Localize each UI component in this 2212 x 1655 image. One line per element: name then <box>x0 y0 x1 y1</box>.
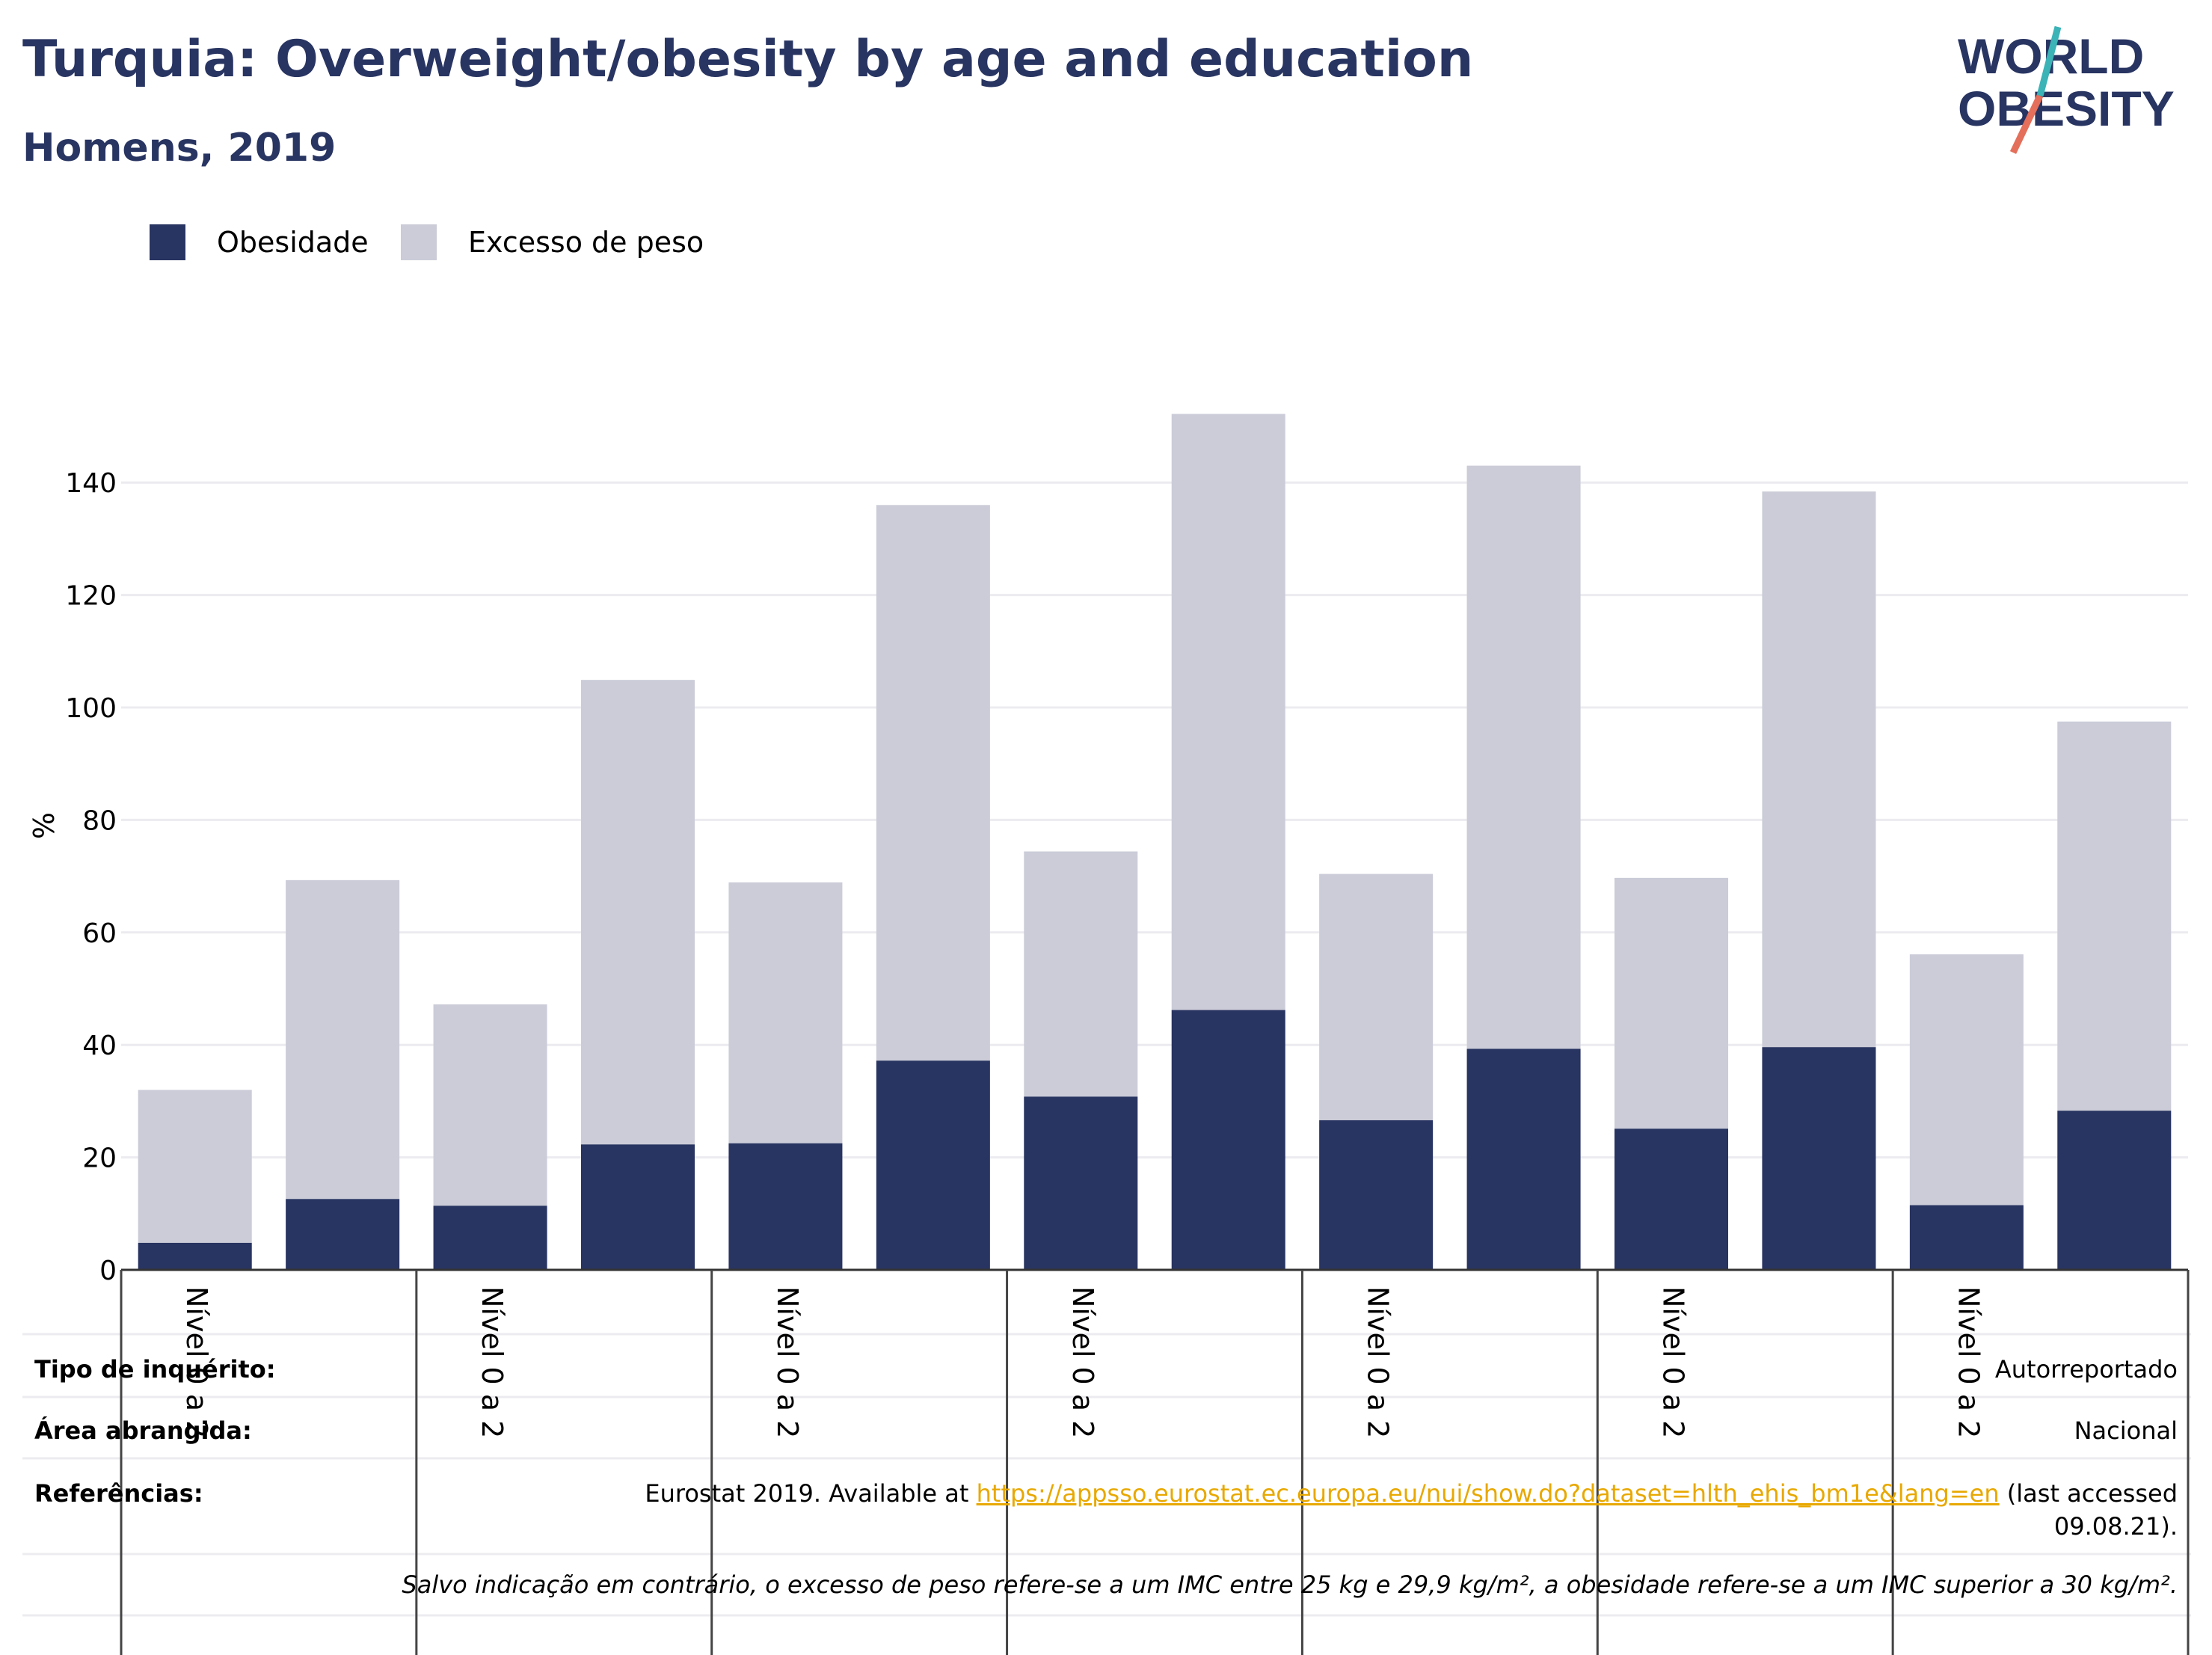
bar-obesity <box>580 1144 695 1270</box>
bar-overweight <box>1171 414 1285 1010</box>
bar-obesity <box>2057 1111 2172 1270</box>
y-axis-label: % <box>28 812 61 839</box>
y-tick-label: 60 <box>82 918 117 949</box>
x-group-label: Nível 0 a 2 <box>771 1286 804 1438</box>
y-tick-label: 120 <box>65 581 117 612</box>
bar-obesity <box>1909 1205 2024 1270</box>
bar-obesity <box>1614 1129 1729 1270</box>
bar-overweight <box>138 1090 252 1243</box>
y-tick-label: 0 <box>99 1256 117 1286</box>
bar-obesity <box>728 1143 843 1270</box>
bar-overweight <box>1319 873 1434 1120</box>
y-tick-label: 20 <box>82 1143 117 1174</box>
x-group-label: Nível 0 a 2 <box>476 1286 509 1438</box>
gridlines <box>121 481 2188 1159</box>
bar-obesity <box>1171 1010 1285 1270</box>
footer-grid <box>22 1333 2191 1617</box>
bar-overweight <box>2057 721 2172 1111</box>
bar-overweight <box>286 879 400 1200</box>
bar-overweight <box>1909 954 2024 1206</box>
chart-title: Turquia: Overweight/obesity by age and e… <box>22 30 1474 89</box>
y-axis-ticks: 0 20 40 60 80 100 120 140 <box>65 468 117 1286</box>
bar-obesity <box>286 1199 400 1270</box>
bar-obesity <box>1024 1096 1138 1270</box>
bar-overweight <box>1614 877 1729 1129</box>
bar-overweight <box>433 1004 547 1206</box>
y-tick-label: 140 <box>65 468 117 499</box>
legend-label-overweight: Excesso de peso <box>468 226 704 259</box>
x-group-label: Nível 0 a 2 <box>1066 1286 1099 1438</box>
legend-swatch-obesity <box>150 224 185 260</box>
legend-swatch-overweight <box>401 224 437 260</box>
y-tick-label: 100 <box>65 693 117 724</box>
logo-line2: OBESITY <box>1958 81 2175 136</box>
bar-obesity <box>876 1060 990 1270</box>
x-group-label: Nível 0 a 2 <box>1952 1286 1985 1438</box>
y-tick-label: 80 <box>82 805 117 836</box>
bars <box>138 414 2172 1270</box>
bar-obesity <box>138 1242 252 1270</box>
x-group-label: Nível 0 a 2 <box>1362 1286 1395 1438</box>
bar-overweight <box>728 882 843 1143</box>
bar-obesity <box>1319 1120 1434 1270</box>
bar-obesity <box>1466 1048 1581 1270</box>
legend-label-obesity: Obesidade <box>217 226 369 259</box>
bar-overweight <box>1762 491 1876 1048</box>
chart-subtitle: Homens, 2019 <box>22 126 337 171</box>
x-group-label: Nível 0 a 2 <box>1657 1286 1690 1438</box>
bar-obesity <box>1762 1047 1876 1270</box>
x-group-label: Nível 0 a 2 <box>180 1286 213 1438</box>
bar-overweight <box>580 680 695 1145</box>
y-tick-label: 40 <box>82 1031 117 1061</box>
bar-overweight <box>1466 465 1581 1049</box>
x-axis: Nível 0 a 2 Nível 0 a 2 Nível 0 a 2 Nível 0… <box>120 1268 2190 1655</box>
world-obesity-logo: WORLD OBESITY <box>1958 25 2175 154</box>
bar-overweight <box>876 505 990 1061</box>
bar-overweight <box>1024 851 1138 1097</box>
bar-obesity <box>433 1206 547 1270</box>
